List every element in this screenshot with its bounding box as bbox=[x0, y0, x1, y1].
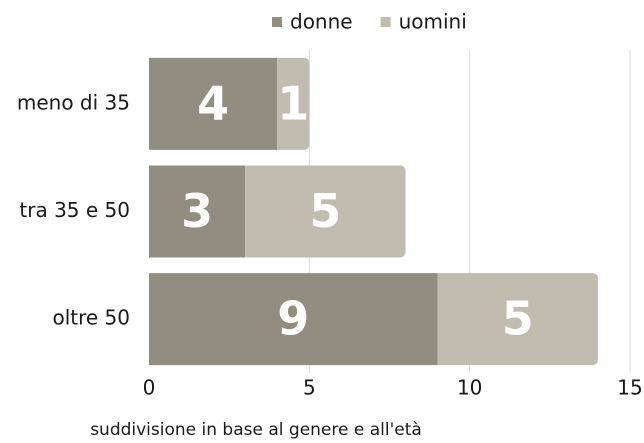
x-tick-label: 5 bbox=[303, 376, 316, 400]
x-tick-label: 0 bbox=[143, 376, 156, 400]
data-label: 9 bbox=[277, 292, 309, 346]
y-tick-label: oltre 50 bbox=[52, 306, 130, 330]
legend-swatch bbox=[380, 17, 391, 27]
data-label: 5 bbox=[502, 292, 534, 346]
bar-segment bbox=[149, 165, 246, 258]
x-axis-label: suddivisione in base al genere e all'età bbox=[90, 420, 422, 439]
data-label: 5 bbox=[309, 184, 341, 238]
x-tick-label: 15 bbox=[617, 376, 642, 400]
y-tick-label: meno di 35 bbox=[17, 90, 130, 114]
bar-segment bbox=[149, 57, 278, 150]
legend-label: donne bbox=[290, 10, 353, 34]
legend-label: uomini bbox=[399, 10, 467, 34]
data-label: 3 bbox=[181, 184, 213, 238]
data-label: 1 bbox=[277, 76, 309, 130]
bar-segment bbox=[245, 165, 406, 258]
bar-segment bbox=[437, 273, 598, 366]
legend-swatch bbox=[272, 17, 282, 27]
x-tick-label: 10 bbox=[457, 376, 482, 400]
bar-segment bbox=[149, 273, 438, 366]
y-tick-label: tra 35 e 50 bbox=[19, 198, 130, 222]
data-label: 4 bbox=[197, 76, 229, 130]
bar-segment bbox=[277, 57, 310, 150]
